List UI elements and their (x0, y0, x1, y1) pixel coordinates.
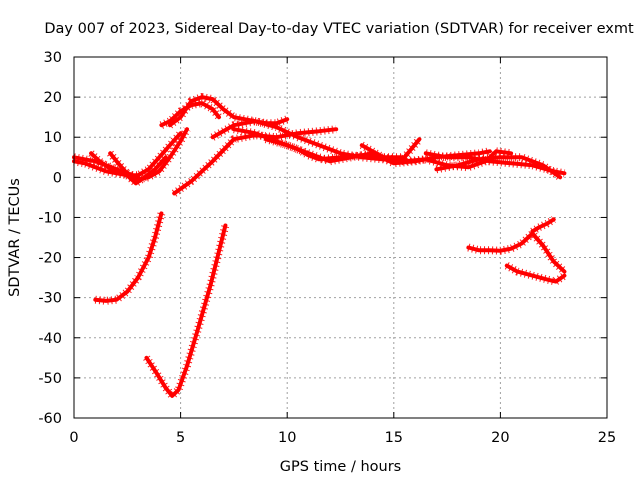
x-tick-label: 25 (598, 430, 616, 446)
series-arc-7-markers (171, 125, 337, 197)
series-arc-16 (466, 231, 567, 274)
y-tick-label: -20 (38, 251, 62, 267)
chart-title: Day 007 of 2023, Sidereal Day-to-day VTE… (44, 21, 634, 37)
y-tick-label: 10 (44, 130, 62, 146)
series-arc-13 (434, 155, 563, 180)
series-arc-6-markers (167, 92, 289, 129)
series-arc-14-markers (94, 212, 166, 305)
series-arc-5-markers (159, 98, 223, 129)
y-tick-label: -60 (38, 411, 62, 427)
tick-layer: 0 5 10 15 20 25 -60 -50 -40 -30 -20 -10 0 10 20 30 (38, 50, 616, 446)
series-arc-4-markers (107, 127, 191, 184)
series-arc-17-markers (530, 216, 556, 235)
y-tick-label: -30 (38, 291, 62, 307)
series-arc-15-markers (143, 224, 230, 402)
y-tick-label: 20 (44, 90, 62, 106)
x-tick-label: 5 (176, 430, 185, 446)
x-tick-label: 10 (278, 430, 296, 446)
series-arc-9 (231, 127, 422, 162)
series-arc-6 (167, 95, 290, 128)
plot-frame (73, 56, 608, 419)
y-tick-label: -10 (38, 210, 62, 226)
x-axis-label: GPS time / hours (280, 459, 401, 475)
x-tick-label: 0 (69, 430, 78, 446)
y-tick-label: 0 (53, 170, 62, 186)
grid-layer (74, 57, 607, 418)
y-axis-label: SDTVAR / TECUs (7, 178, 23, 297)
y-tick-label: 30 (44, 50, 62, 66)
series-arc-7 (172, 127, 339, 196)
y-tick-label: -40 (38, 331, 62, 347)
series-arc-18 (504, 263, 567, 284)
x-tick-label: 15 (385, 430, 403, 446)
x-tick-label: 20 (491, 430, 509, 446)
series-layer (72, 92, 568, 402)
series-arc-16-markers (467, 227, 568, 275)
y-tick-label: -50 (38, 371, 62, 387)
